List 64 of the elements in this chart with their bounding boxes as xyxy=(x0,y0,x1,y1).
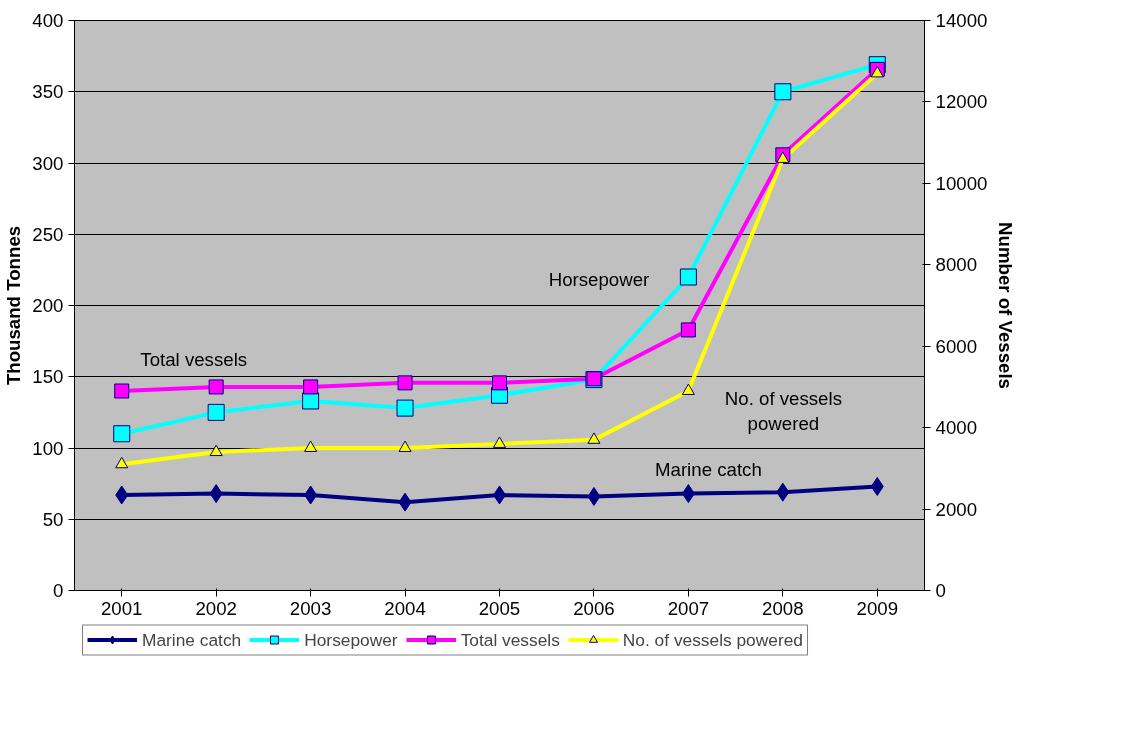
text: Marine catch xyxy=(654,459,762,481)
y2-tick-label: 6000 xyxy=(935,335,978,357)
point xyxy=(398,492,412,512)
x-tick-label: 2007 xyxy=(667,597,710,619)
legend-label: No. of vessels powered xyxy=(622,629,803,650)
y-tick-label: 150 xyxy=(32,366,64,388)
point xyxy=(681,383,695,395)
text: Total vessels xyxy=(140,348,248,370)
y-tick-label: 100 xyxy=(32,437,64,459)
text: No. of vessels powered xyxy=(724,387,842,435)
y2-tick-label: 4000 xyxy=(935,417,978,439)
point xyxy=(113,425,131,443)
y2-axis-title: Number of Vessels xyxy=(995,222,1017,389)
x-tick-label: 2009 xyxy=(856,597,899,619)
point xyxy=(115,485,129,505)
point xyxy=(870,476,884,496)
y-tick-label: 400 xyxy=(32,10,64,31)
y2-tick-label: 2000 xyxy=(935,498,978,520)
point xyxy=(208,379,224,395)
y-tick-label: 200 xyxy=(32,295,64,316)
y-tick-label: 350 xyxy=(32,81,64,103)
legend-label: Marine catch xyxy=(142,629,242,650)
point xyxy=(776,151,790,163)
point xyxy=(587,432,601,444)
point xyxy=(492,375,507,391)
point xyxy=(209,444,223,457)
x-tick-label: 2005 xyxy=(478,597,521,619)
point xyxy=(207,403,225,421)
point xyxy=(680,322,696,338)
y2-tick-label: 10000 xyxy=(935,172,988,194)
point xyxy=(774,83,792,101)
point xyxy=(493,436,506,448)
legend-label: Horsepower xyxy=(304,629,398,650)
point xyxy=(587,486,601,506)
y-tick-label: 50 xyxy=(42,508,64,530)
text: Horsepower xyxy=(548,269,650,291)
point xyxy=(303,379,319,395)
point xyxy=(114,383,130,399)
y-axis-title: Thousand Tonnes xyxy=(3,225,25,386)
y2-tick-label: 0 xyxy=(935,580,946,601)
point xyxy=(304,485,318,505)
x-tick-label: 2002 xyxy=(195,597,237,619)
x-tick-label: 2001 xyxy=(100,597,143,619)
point xyxy=(776,482,790,502)
y2-tick-label: 8000 xyxy=(935,254,978,276)
point xyxy=(115,456,129,469)
y2-tick-label: 12000 xyxy=(935,91,988,113)
point xyxy=(396,399,414,417)
x-tick-label: 2006 xyxy=(573,597,615,619)
point xyxy=(681,484,695,504)
point xyxy=(397,375,413,391)
y-tick-label: 0 xyxy=(53,580,64,601)
legend-label: Total vessels xyxy=(460,629,560,650)
x-tick-label: 2003 xyxy=(289,597,332,619)
point xyxy=(398,440,412,452)
x-tick-label: 2004 xyxy=(384,597,426,619)
x-tick-label: 2008 xyxy=(762,597,804,619)
point xyxy=(304,440,318,452)
y-tick-label: 300 xyxy=(32,152,64,174)
y-tick-label: 250 xyxy=(32,223,64,245)
y2-tick-label: 14000 xyxy=(935,10,988,31)
point xyxy=(870,66,884,78)
point xyxy=(679,268,697,286)
point xyxy=(209,484,223,504)
